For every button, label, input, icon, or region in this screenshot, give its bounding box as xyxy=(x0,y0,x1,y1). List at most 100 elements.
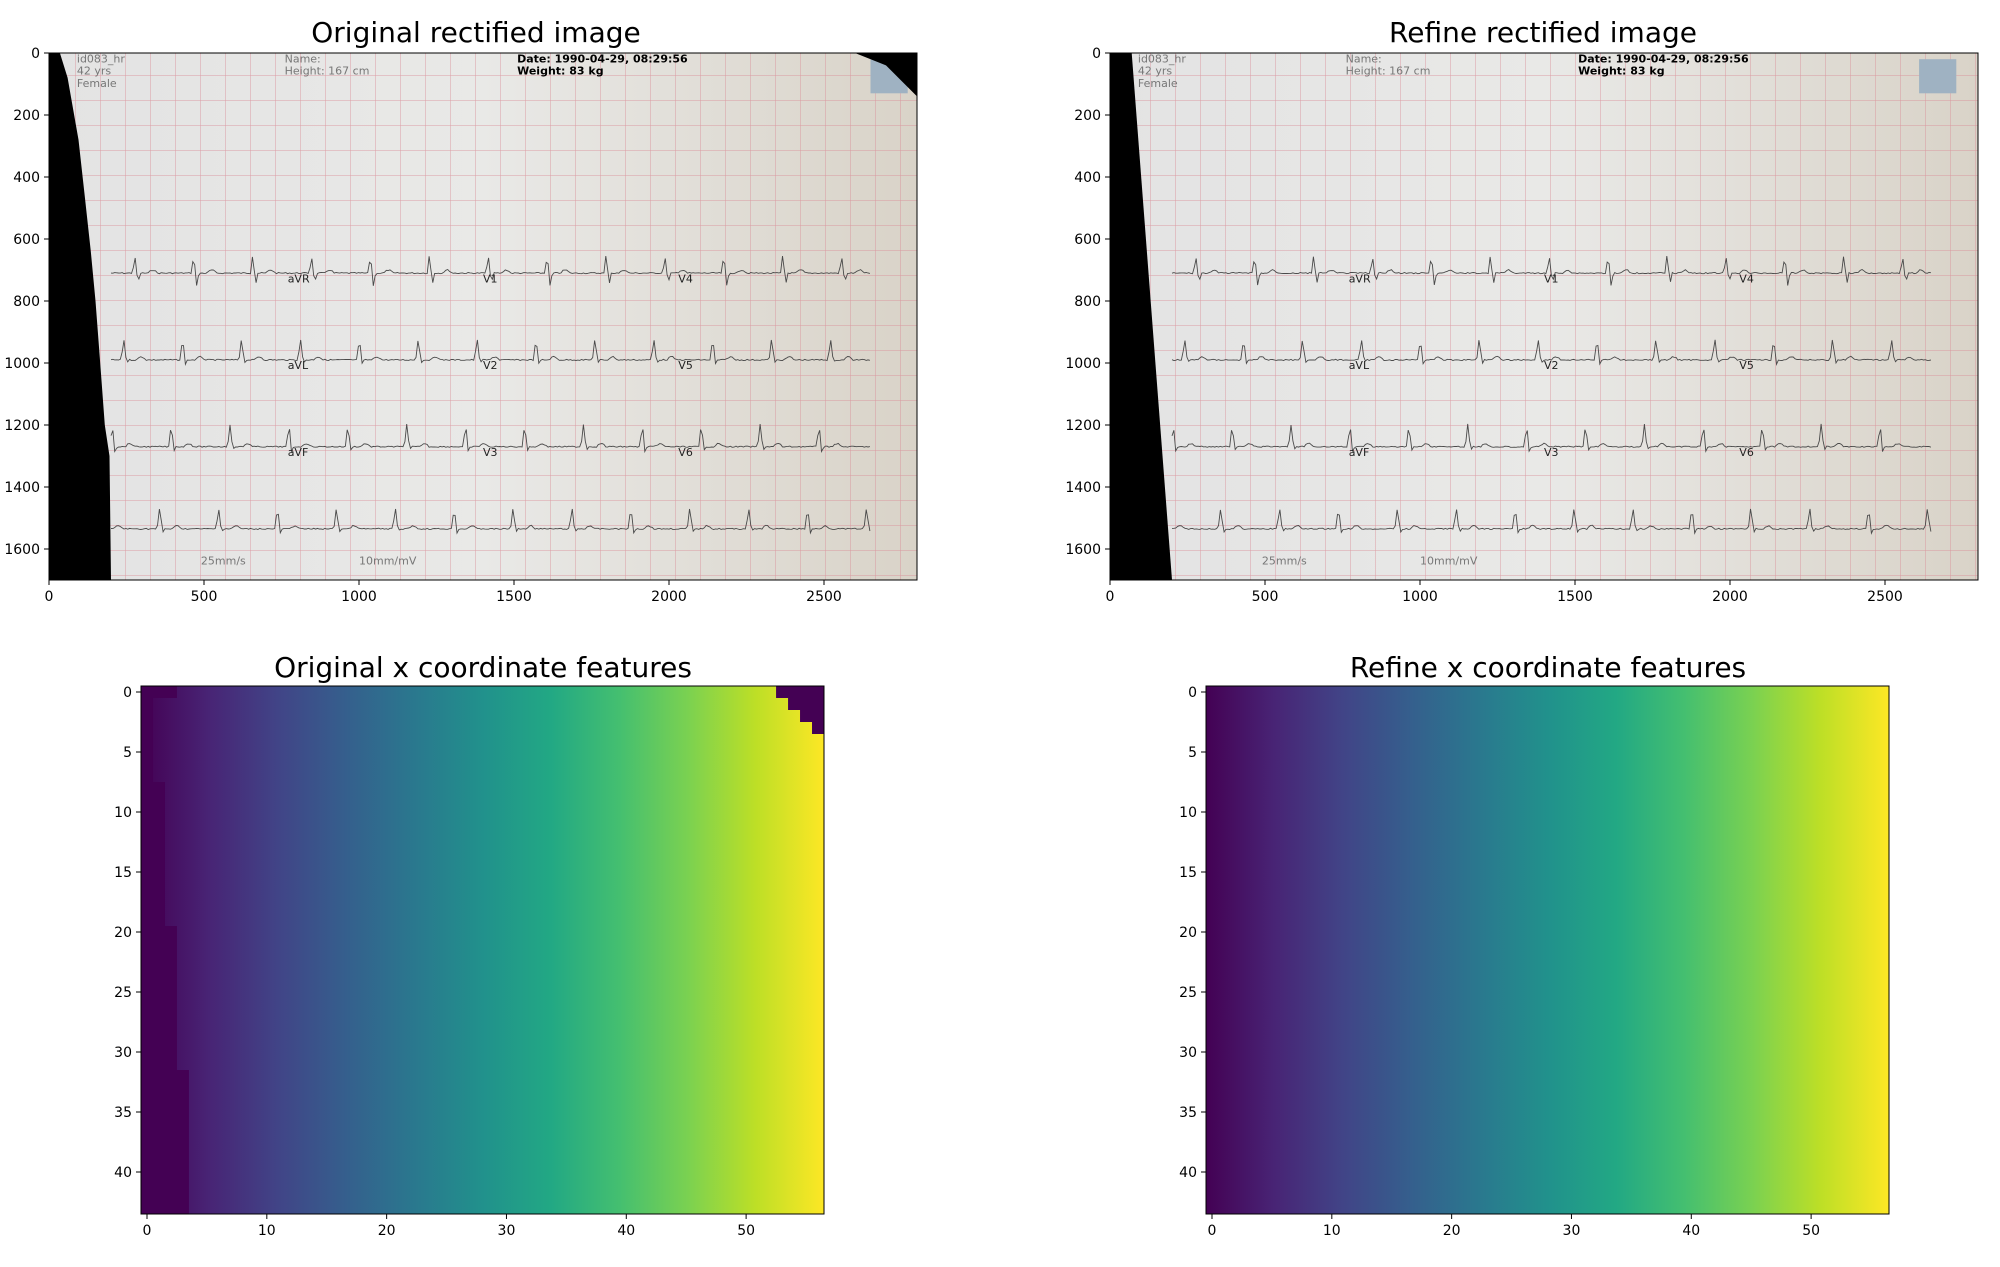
axes-frame xyxy=(140,685,825,1215)
ecg-lead-label: V5 xyxy=(678,359,693,372)
panel-refine-heatmap: Refine x coordinate features 0 10 20 30 40 50… xyxy=(1179,651,1890,1239)
ecg-header-weight-text: Weight: 83 kg xyxy=(517,65,604,78)
ecg-trace xyxy=(110,339,870,367)
x-tick-label: 2000 xyxy=(651,589,687,605)
x-tick-label: 40 xyxy=(617,1223,635,1239)
y-tick-label: 600 xyxy=(1074,232,1101,248)
x-tick-label: 0 xyxy=(143,1223,152,1239)
x-tick-label: 30 xyxy=(1563,1223,1581,1239)
heatmap-gradient xyxy=(141,686,824,1214)
heatmap-mask-cell xyxy=(141,926,177,1070)
panel-original-heatmap: Original x coordinate features 0 10 20 30 40… xyxy=(114,651,825,1239)
x-tick-label: 50 xyxy=(1802,1223,1820,1239)
y-tick-label: 5 xyxy=(1188,745,1197,761)
y-tick-label: 30 xyxy=(1179,1045,1197,1061)
ecg-trace xyxy=(110,256,870,286)
ecg-lead-label: V1 xyxy=(1544,272,1559,285)
x-tick-label: 1500 xyxy=(496,589,532,605)
ecg-lead-label: V6 xyxy=(678,446,693,459)
x-tick-label: 40 xyxy=(1682,1223,1700,1239)
qr-code-icon xyxy=(1919,59,1957,94)
heatmap-mask-cell xyxy=(141,1070,189,1214)
ecg-lead-label: aVF xyxy=(288,446,309,459)
y-tick-label: 0 xyxy=(31,46,40,62)
ecg-header-id-text: id083_hr xyxy=(1138,52,1187,65)
y-tick-label: 1400 xyxy=(1065,480,1101,496)
ecg-grid xyxy=(49,53,917,580)
y-tick-label: 15 xyxy=(1179,865,1197,881)
ecg-lead-label: V2 xyxy=(1544,359,1559,372)
y-tick-label: 0 xyxy=(1092,46,1101,62)
ecg-trace xyxy=(1171,255,1931,286)
ecg-trace xyxy=(110,508,871,535)
heatmap-mask-cell xyxy=(141,782,165,926)
ecg-header-height-text: Height: 167 cm xyxy=(285,65,370,78)
y-tick-label: 1000 xyxy=(1065,356,1101,372)
y-tick-label: 800 xyxy=(13,294,40,310)
heatmap-mask-cell xyxy=(812,722,824,734)
y-tick-label: 1200 xyxy=(1065,418,1101,434)
ecg-footer-speed: 25mm/s xyxy=(201,555,246,568)
x-tick-label: 1000 xyxy=(1402,589,1438,605)
y-tick-label: 200 xyxy=(13,108,40,124)
ecg-header-sex-text: Female xyxy=(77,77,117,90)
y-tick-label: 20 xyxy=(1179,925,1197,941)
y-tick-label: 600 xyxy=(13,232,40,248)
axes-frame xyxy=(48,52,918,581)
y-tick-label: 800 xyxy=(1074,294,1101,310)
x-tick-label: 1000 xyxy=(341,589,377,605)
y-tick-label: 1600 xyxy=(1065,542,1101,558)
ecg-header-height-text: Height: 167 cm xyxy=(1346,65,1431,78)
ecg-header-name-label: Name: xyxy=(1346,52,1382,65)
ecg-lead-label: V4 xyxy=(1739,272,1754,285)
y-tick-label: 40 xyxy=(114,1165,132,1181)
heatmap-gradient xyxy=(1206,686,1889,1214)
ecg-header-age-text: 42 yrs xyxy=(1138,65,1173,78)
y-tick-label: 25 xyxy=(114,985,132,1001)
y-tick-label: 40 xyxy=(1179,1165,1197,1181)
heatmap-mask-cell xyxy=(788,698,824,710)
ecg-lead-label: aVL xyxy=(1349,359,1370,372)
axes-frame xyxy=(1109,52,1979,581)
y-tick-label: 25 xyxy=(1179,985,1197,1001)
panel-original-image: Original rectified image aVR V1 V4 aVL V2 V5 a… xyxy=(4,16,918,605)
heatmap-mask-cell xyxy=(141,698,153,782)
panel-title: Original rectified image xyxy=(311,16,641,49)
panel-title: Original x coordinate features xyxy=(274,651,692,684)
ecg-header-date-text: Date: 1990-04-29, 08:29:56 xyxy=(1578,52,1749,65)
x-tick-label: 0 xyxy=(45,589,54,605)
ecg-lead-label: aVR xyxy=(288,272,310,285)
black-border-mask xyxy=(1110,53,1172,580)
y-tick-label: 400 xyxy=(1074,170,1101,186)
ecg-footer-gain: 10mm/mV xyxy=(1420,555,1478,568)
x-tick-label: 0 xyxy=(1106,589,1115,605)
ecg-lead-label: V4 xyxy=(678,272,693,285)
x-tick-label: 2500 xyxy=(1867,589,1903,605)
y-tick-label: 10 xyxy=(1179,805,1197,821)
ecg-header-name-label: Name: xyxy=(285,52,321,65)
panel-title: Refine rectified image xyxy=(1389,16,1697,49)
ecg-lead-label: V1 xyxy=(483,272,498,285)
axes-frame xyxy=(1205,685,1890,1215)
ecg-footer-gain: 10mm/mV xyxy=(359,555,417,568)
ecg-trace xyxy=(1171,339,1931,366)
x-tick-label: 50 xyxy=(737,1223,755,1239)
y-tick-label: 10 xyxy=(114,805,132,821)
ecg-grid xyxy=(1110,53,1978,580)
x-tick-label: 500 xyxy=(191,589,218,605)
x-tick-label: 2000 xyxy=(1712,589,1748,605)
ecg-lead-label: V3 xyxy=(1544,446,1559,459)
heatmap-mask-cell xyxy=(776,686,824,698)
x-tick-label: 30 xyxy=(498,1223,516,1239)
y-tick-label: 35 xyxy=(114,1105,132,1121)
y-tick-label: 1600 xyxy=(4,542,40,558)
y-tick-label: 1000 xyxy=(4,356,40,372)
y-tick-label: 400 xyxy=(13,170,40,186)
black-corner-mask xyxy=(855,53,917,97)
x-tick-label: 1500 xyxy=(1557,589,1593,605)
ecg-footer-speed: 25mm/s xyxy=(1262,555,1307,568)
y-tick-label: 0 xyxy=(1188,685,1197,701)
ecg-trace xyxy=(1171,508,1932,535)
y-tick-label: 20 xyxy=(114,925,132,941)
